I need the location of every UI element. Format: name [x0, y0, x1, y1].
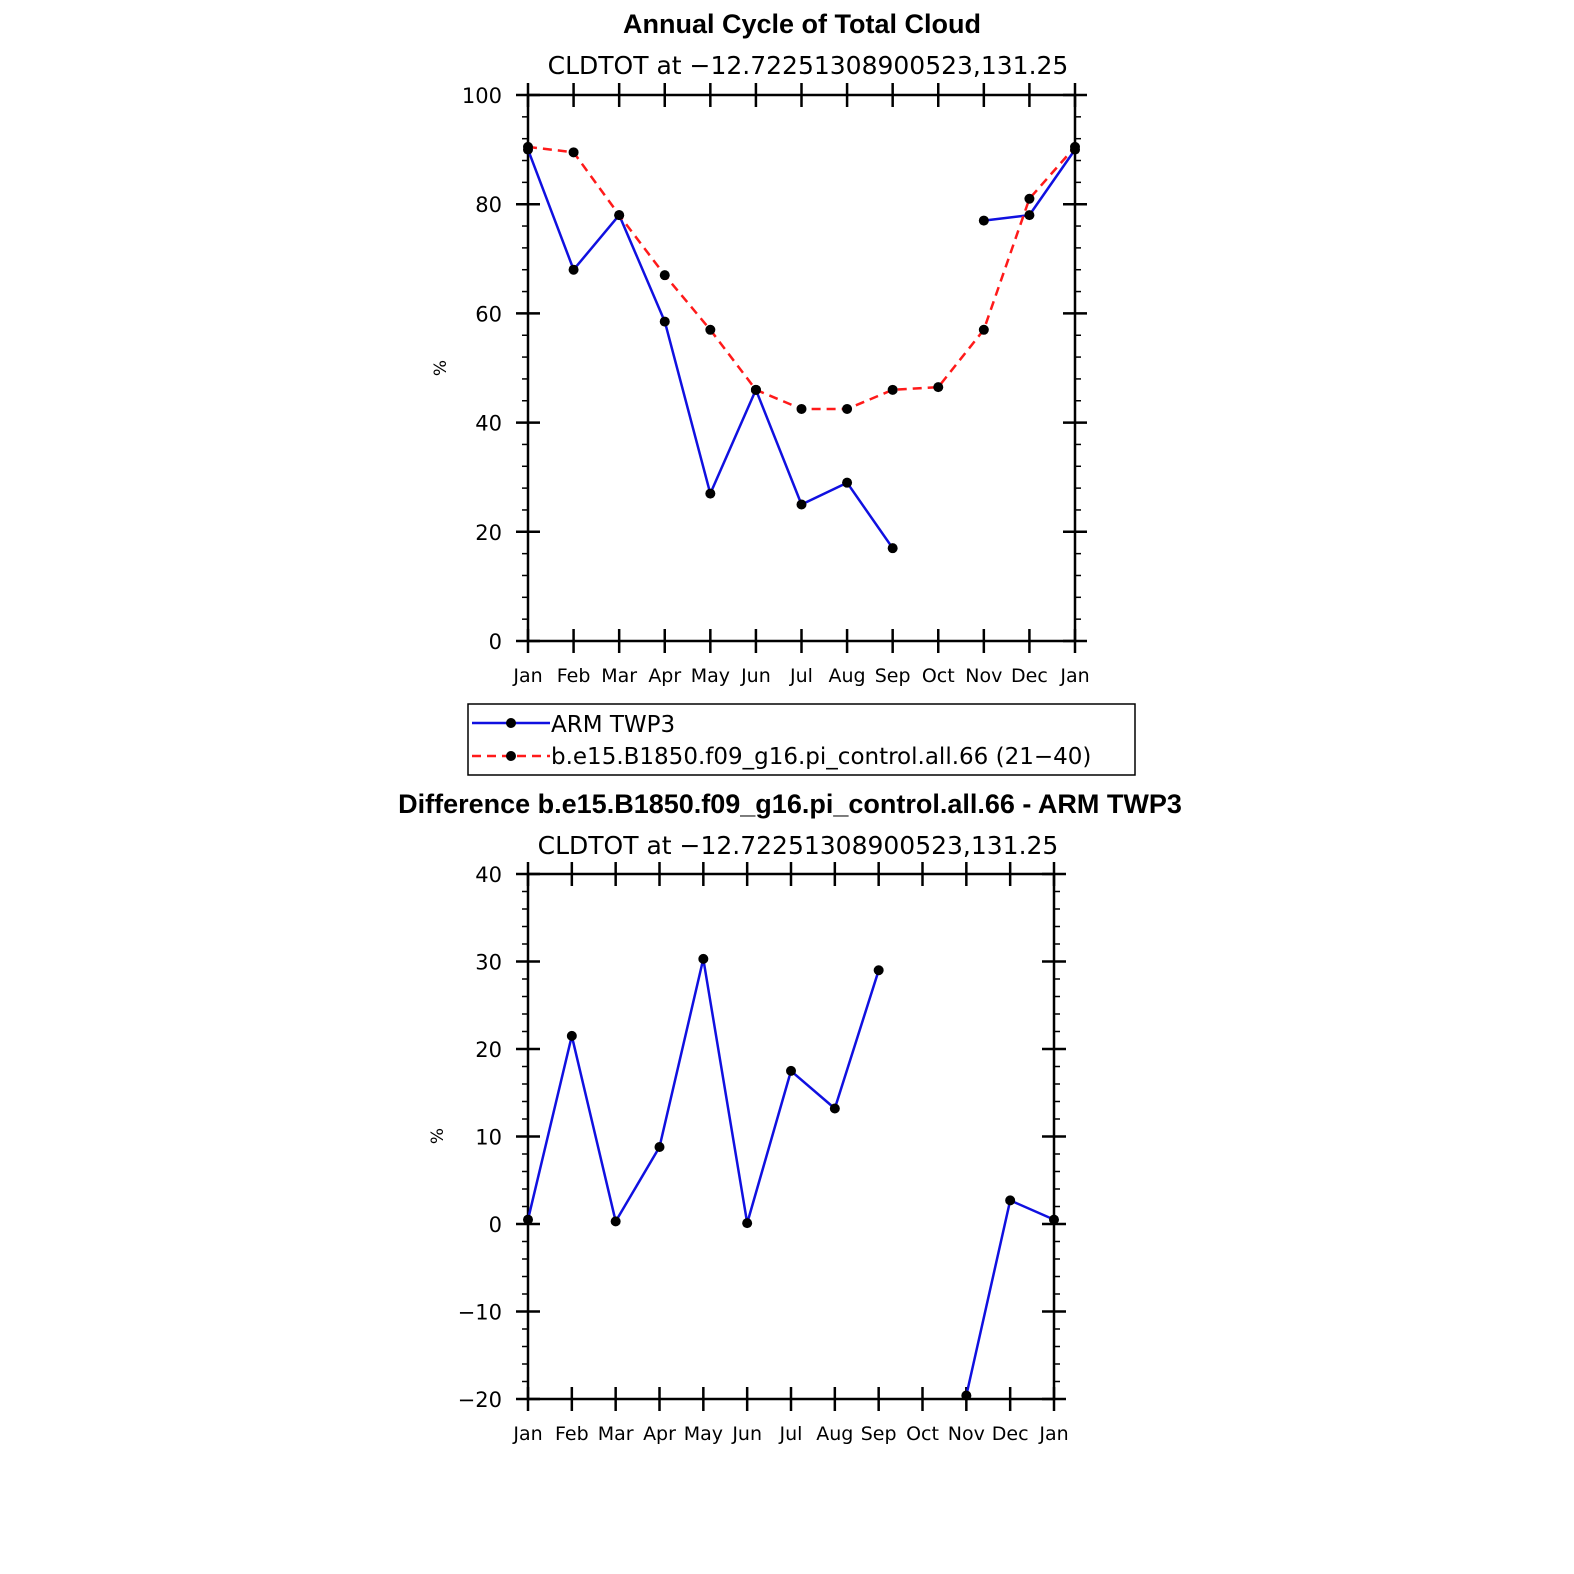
x-tick-label: Apr	[643, 1423, 676, 1445]
x-tick-label: Sep	[861, 1423, 897, 1445]
x-tick-label: Oct	[922, 665, 955, 687]
data-point	[698, 953, 709, 964]
data-point	[978, 324, 989, 335]
data-point	[978, 215, 989, 226]
data-point	[523, 1214, 533, 1225]
y-tick-label: −10	[458, 1301, 502, 1325]
x-tick-label: Jun	[731, 1423, 762, 1445]
data-point	[1005, 1195, 1016, 1206]
y-tick-label: 40	[475, 412, 502, 436]
x-tick-label: Aug	[816, 1423, 853, 1445]
chart-title: Annual Cycle of Total Cloud	[623, 9, 981, 39]
plot-frame	[526, 872, 1056, 1401]
x-tick-label: Mar	[598, 1423, 634, 1445]
y-tick-label: 20	[475, 1038, 502, 1062]
x-tick-label: Jun	[740, 665, 771, 687]
data-point	[523, 141, 533, 152]
data-point	[742, 1218, 753, 1229]
data-point	[1070, 141, 1080, 152]
x-tick-label: Dec	[1011, 665, 1048, 687]
y-tick-label: 100	[462, 84, 502, 108]
data-point	[829, 1103, 840, 1114]
series-line	[527, 145, 1076, 411]
data-point	[786, 1065, 796, 1076]
y-tick-label: 0	[489, 630, 502, 654]
chart-subtitle: CLDTOT at −12.72251308900523,131.25	[548, 51, 1069, 80]
y-axis-label: %	[431, 360, 451, 376]
legend: ARM TWP3 b.e15.B1850.f09_g16.pi_control.…	[467, 703, 1136, 776]
x-tick-label: Jan	[1038, 1423, 1068, 1445]
y-axis-label: %	[428, 1128, 448, 1144]
data-point	[842, 477, 853, 488]
x-tick-label: Dec	[992, 1423, 1029, 1445]
x-tick-label: Feb	[557, 665, 591, 687]
difference-chart: Difference b.e15.B1850.f09_g16.pi_contro…	[398, 789, 1182, 1445]
x-tick-label: Oct	[906, 1423, 939, 1445]
data-point	[933, 382, 944, 393]
legend-marker-arm	[506, 718, 516, 728]
y-tick-label: 20	[475, 521, 502, 545]
x-tick-label: Jan	[512, 1423, 542, 1445]
legend-marker-model	[506, 751, 516, 761]
x-tick-label: Feb	[555, 1423, 589, 1445]
series-line	[965, 1199, 1055, 1396]
x-tick-label: Jul	[789, 665, 813, 687]
plot-frame	[526, 93, 1077, 643]
data-point	[1049, 1214, 1059, 1225]
data-point	[659, 270, 670, 281]
data-point	[705, 488, 716, 499]
data-point	[887, 384, 898, 395]
chart-title: Difference b.e15.B1850.f09_g16.pi_contro…	[398, 789, 1182, 819]
x-tick-label: Mar	[601, 665, 637, 687]
data-point	[568, 264, 579, 275]
x-tick-label: Jan	[1059, 665, 1089, 687]
data-point	[568, 147, 579, 158]
data-point	[610, 1216, 621, 1227]
y-tick-label: 10	[475, 1126, 502, 1150]
series-line	[526, 957, 880, 1225]
data-point	[842, 403, 853, 414]
chart-subtitle: CLDTOT at −12.72251308900523,131.25	[538, 831, 1059, 860]
data-point	[659, 316, 670, 327]
data-point	[566, 1030, 577, 1041]
y-tick-label: 80	[475, 193, 502, 217]
data-point	[873, 965, 884, 976]
data-point	[705, 324, 716, 335]
x-tick-label: Jul	[779, 1423, 803, 1445]
data-point	[1024, 193, 1035, 204]
y-tick-label: 30	[475, 951, 502, 975]
x-tick-label: Sep	[875, 665, 911, 687]
data-point	[887, 543, 898, 554]
y-tick-label: 0	[489, 1213, 502, 1237]
x-tick-label: Jan	[512, 665, 542, 687]
legend-box	[467, 703, 1136, 776]
data-point	[614, 210, 625, 221]
data-point	[1024, 210, 1035, 221]
x-tick-label: Apr	[648, 665, 681, 687]
x-tick-label: Nov	[948, 1423, 985, 1445]
legend-label-arm: ARM TWP3	[551, 712, 675, 738]
x-tick-label: May	[684, 1423, 723, 1445]
y-tick-label: −20	[458, 1388, 502, 1412]
legend-label-model: b.e15.B1850.f09_g16.pi_control.all.66 (2…	[551, 744, 1091, 770]
x-tick-label: Nov	[965, 665, 1002, 687]
data-point	[654, 1142, 665, 1152]
x-tick-label: Aug	[829, 665, 866, 687]
series-line	[526, 149, 894, 549]
data-point	[796, 499, 807, 510]
y-tick-label: 40	[475, 863, 502, 887]
x-tick-label: May	[691, 665, 730, 687]
data-point	[796, 403, 807, 414]
series-line	[983, 148, 1077, 222]
annual-cycle-chart: Annual Cycle of Total Cloud CLDTOT at −1…	[431, 9, 1090, 687]
data-point	[961, 1390, 972, 1401]
data-point	[750, 384, 761, 395]
y-tick-label: 60	[475, 302, 502, 326]
